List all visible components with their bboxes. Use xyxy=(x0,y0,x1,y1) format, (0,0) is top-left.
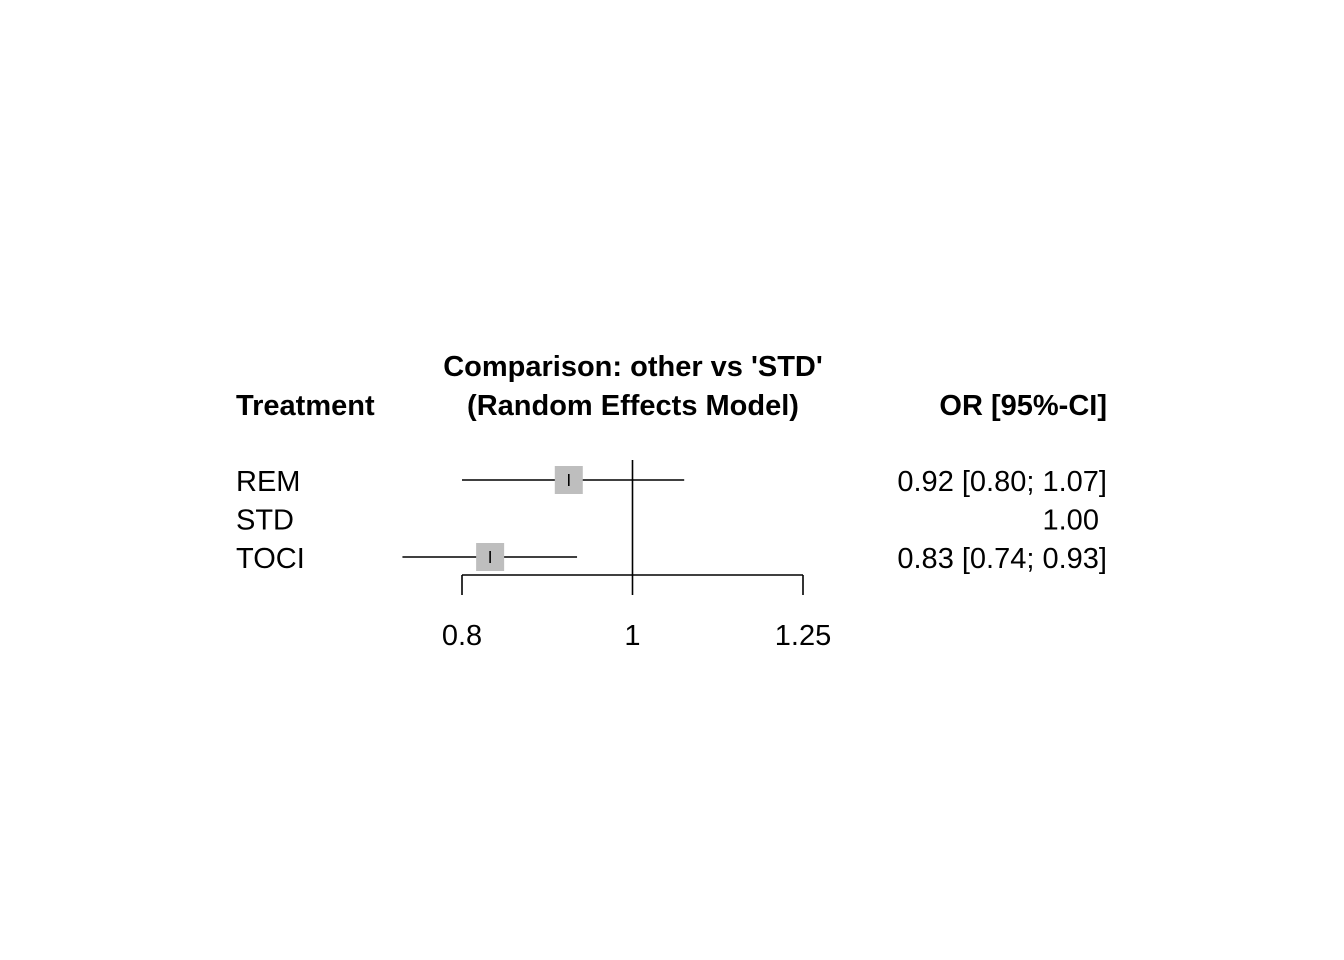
forest-rows: REM 0.92 [0.80; 1.07] STD 1.00 TOCI 0.83 [0.… xyxy=(236,466,1107,575)
treatment-label-toci: TOCI xyxy=(236,543,305,575)
treatment-label-std: STD xyxy=(236,505,294,537)
x-tick-label: 0.8 xyxy=(442,620,482,652)
x-axis: 0.8 1 1.25 xyxy=(442,460,831,652)
treatment-column-header: Treatment xyxy=(236,390,375,422)
or-ci-label-toci: 0.83 [0.74; 0.93] xyxy=(897,543,1107,575)
chart-title-line1: Comparison: other vs 'STD' xyxy=(443,351,823,383)
or-ci-column-header: OR [95%-CI] xyxy=(939,390,1107,422)
or-ci-label-rem: 0.92 [0.80; 1.07] xyxy=(897,466,1107,498)
x-tick-label: 1.25 xyxy=(775,620,831,652)
or-ci-label-std: 1.00 xyxy=(1043,505,1108,537)
chart-title-line2: (Random Effects Model) xyxy=(467,390,799,422)
x-tick-label: 1 xyxy=(624,620,640,652)
treatment-label-rem: REM xyxy=(236,466,300,498)
